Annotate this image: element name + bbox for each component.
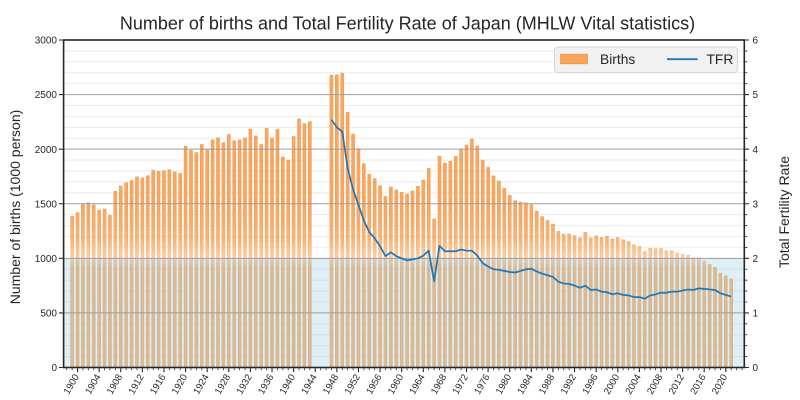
svg-text:Births: Births (600, 52, 635, 67)
svg-text:6: 6 (753, 36, 759, 47)
svg-text:2000: 2000 (35, 145, 58, 156)
svg-text:1500: 1500 (35, 199, 58, 210)
svg-text:TFR: TFR (707, 52, 734, 67)
svg-text:0: 0 (753, 363, 759, 374)
svg-text:4: 4 (753, 145, 759, 156)
svg-text:Total Fertility Rate: Total Fertility Rate (776, 156, 792, 268)
svg-text:0: 0 (51, 363, 57, 374)
svg-text:Number of births and Total Fer: Number of births and Total Fertility Rat… (120, 13, 695, 33)
svg-text:Number of births (1000 person): Number of births (1000 person) (7, 110, 23, 305)
svg-text:3000: 3000 (35, 36, 58, 47)
svg-text:3: 3 (753, 199, 759, 210)
svg-text:500: 500 (40, 309, 57, 320)
svg-text:1: 1 (753, 309, 759, 320)
svg-text:2: 2 (753, 254, 759, 265)
svg-text:1000: 1000 (35, 254, 58, 265)
svg-text:2500: 2500 (35, 90, 58, 101)
svg-text:5: 5 (753, 90, 759, 101)
